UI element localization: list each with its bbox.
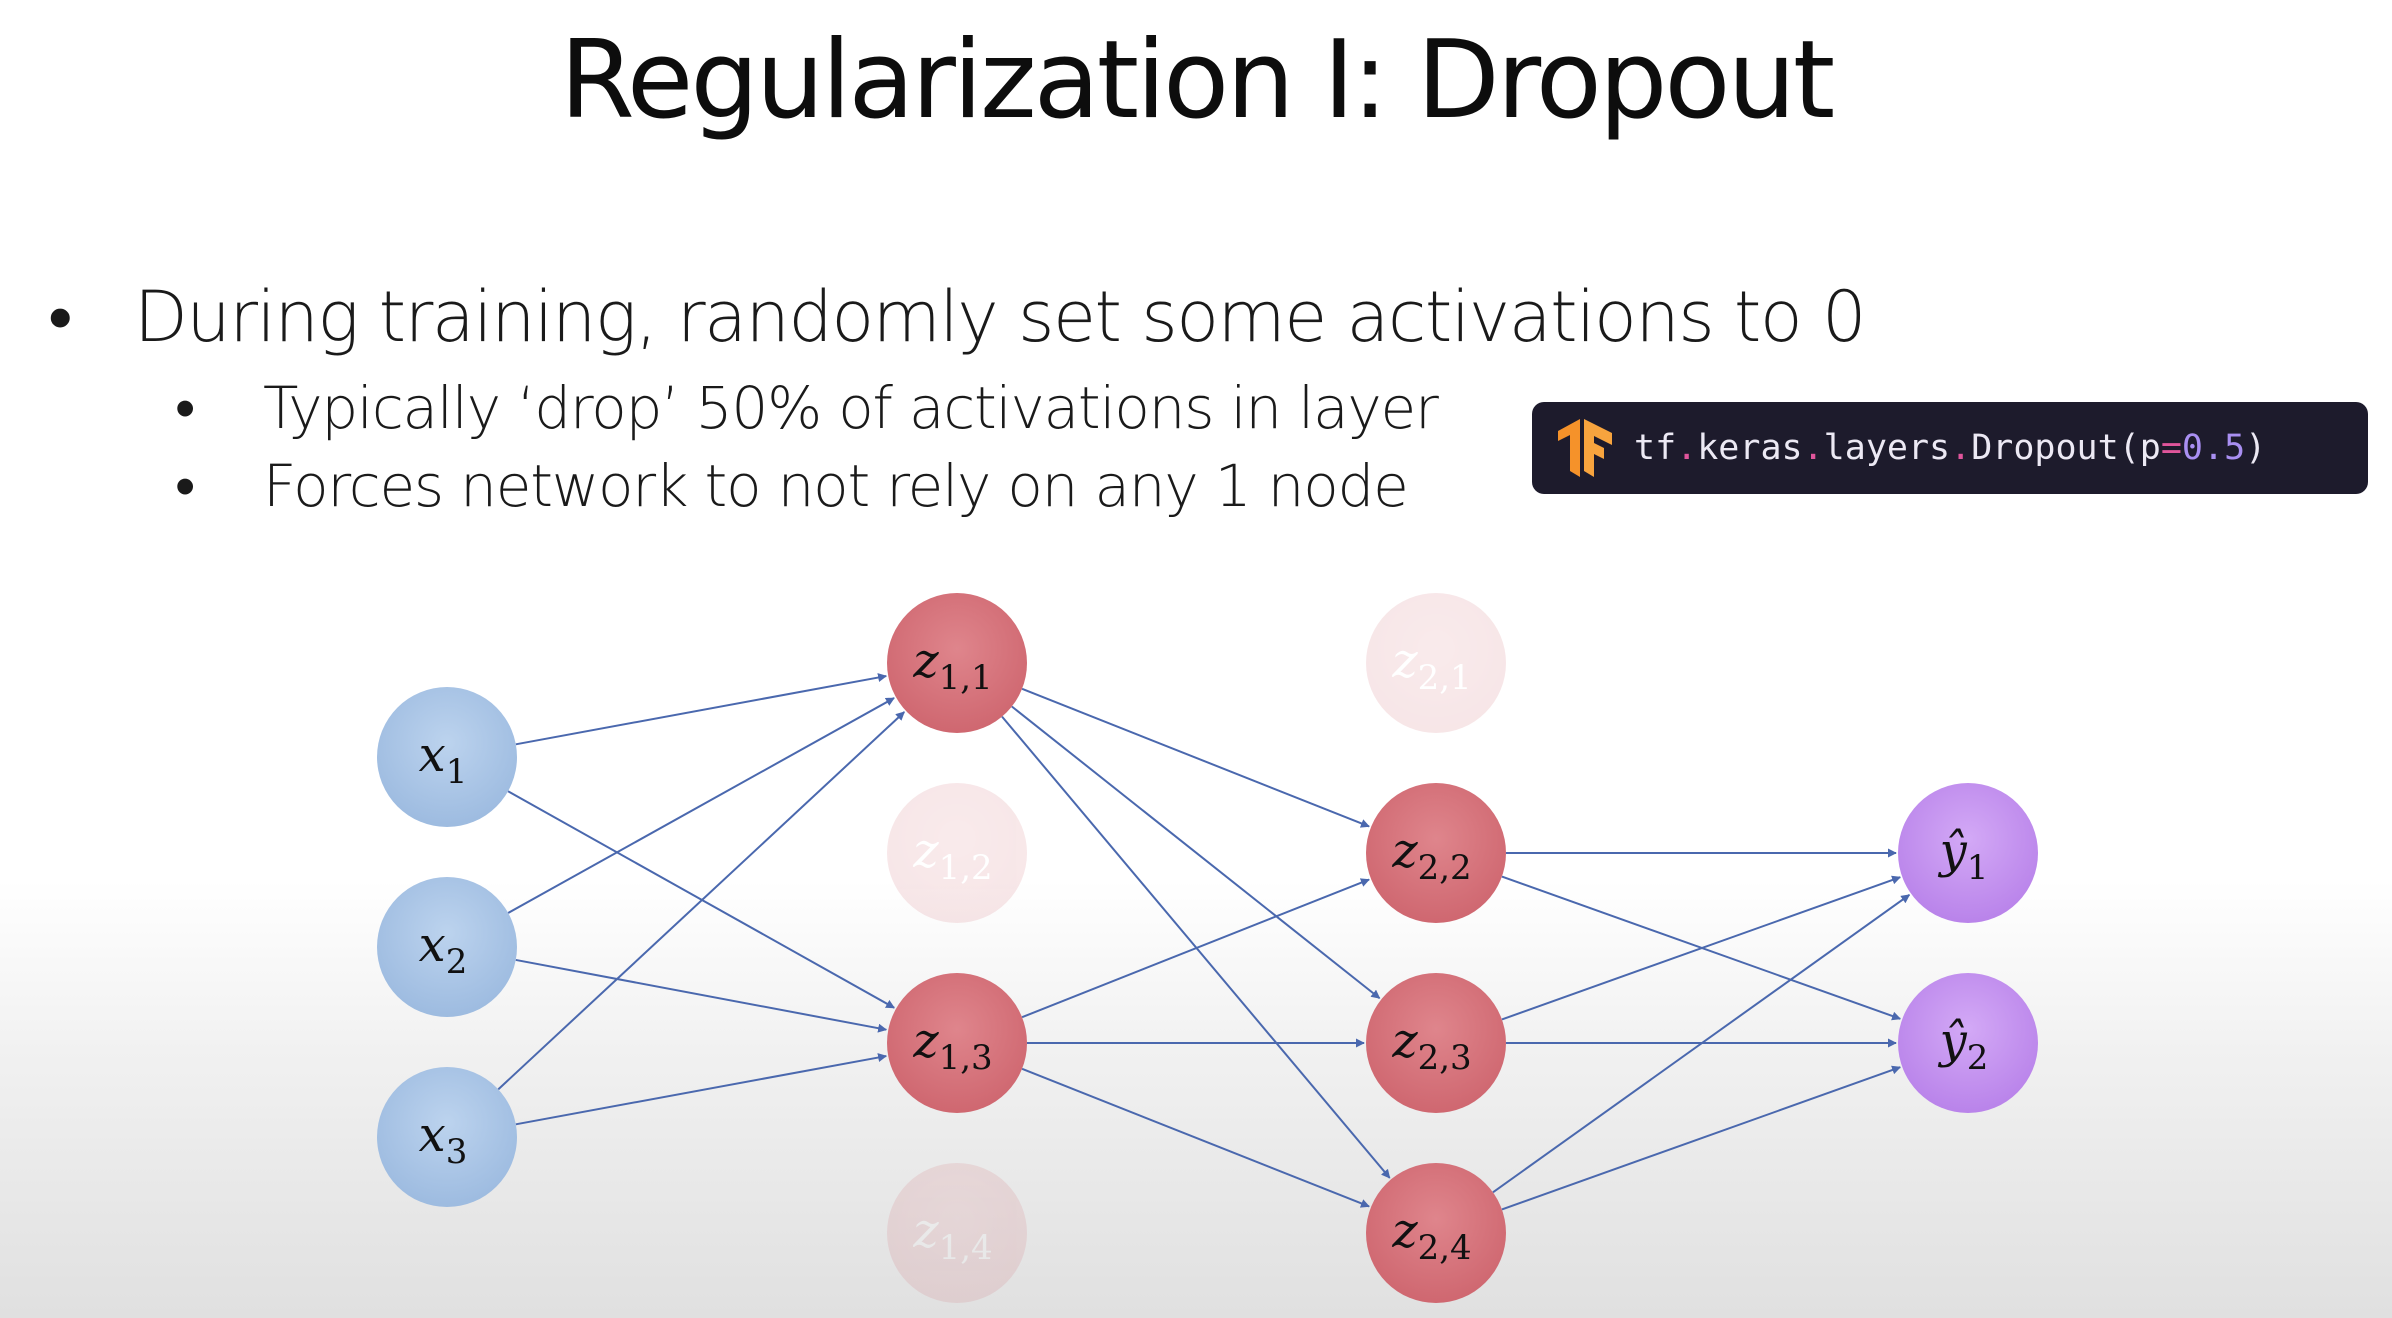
node-circle (887, 973, 1027, 1113)
edge-hidden1-3-to-hidden2-2 (1021, 878, 1370, 1019)
node-label: z1,3 (912, 1013, 992, 1078)
node-circle (1366, 783, 1506, 923)
edge-input-3-to-hidden1-1 (497, 711, 905, 1091)
node-hidden2-1: z2,1 (1366, 593, 1506, 733)
node-hidden1-4: z1,4 (887, 1163, 1027, 1303)
node-hidden2-3: z2,3 (1366, 973, 1506, 1113)
node-label: z1,4 (912, 1203, 992, 1268)
edge-input-2-to-hidden1-1 (507, 697, 895, 914)
node-circle (1366, 593, 1506, 733)
edge-hidden2-4-to-output-2 (1501, 1065, 1902, 1211)
node-label: z1,2 (912, 823, 992, 888)
bullet-main: • During training, randomly set some acti… (48, 276, 1867, 358)
bullet-sub-2: • Forces network to not rely on any 1 nod… (175, 452, 1409, 520)
node-label: z2,2 (1391, 823, 1471, 888)
node-circle (377, 687, 517, 827)
slide-title: Regularization I: Dropout (559, 18, 1836, 143)
edge-input-1-to-hidden1-1 (515, 673, 888, 746)
edge-hidden2-4-to-output-1 (1492, 894, 1911, 1194)
node-output-2: ŷ2 (1898, 973, 2038, 1113)
edge-hidden1-1-to-hidden2-3 (1011, 705, 1381, 1000)
bullet-sub-1: • Typically ‘drop’ 50% of activations in … (175, 374, 1439, 442)
edge-hidden1-3-to-hidden2-4 (1021, 1067, 1370, 1208)
tensorflow-logo-icon (1558, 419, 1612, 477)
node-hidden1-2: z1,2 (887, 783, 1027, 923)
node-label: z2,1 (1391, 633, 1471, 698)
node-input-1: x1 (377, 687, 517, 827)
node-label: z2,4 (1391, 1203, 1471, 1268)
node-label: x1 (419, 727, 468, 792)
edge-hidden2-3-to-output-1 (1501, 875, 1902, 1021)
edge-input-3-to-hidden1-3 (515, 1053, 888, 1126)
bullet-sub-2-text: Forces network to not rely on any 1 node (263, 452, 1409, 520)
code-snippet: tf.keras.layers.Dropout(p=0.5) (1532, 402, 2368, 494)
edge-hidden1-1-to-hidden2-2 (1021, 687, 1370, 828)
node-label: ŷ2 (1938, 1013, 1989, 1078)
node-label: ŷ1 (1938, 823, 1989, 888)
node-label: z1,1 (912, 633, 992, 698)
node-hidden2-2: z2,2 (1366, 783, 1506, 923)
node-circle (1366, 973, 1506, 1113)
bullet-dot: • (48, 276, 73, 358)
bullet-main-text: During training, randomly set some activ… (134, 276, 1867, 358)
nodes: x1 x2 x3 z1,1 z1,2 z1,3 z1,4 z2,1 z2,2 z2,3 z2,4 ŷ1… (377, 593, 2038, 1303)
node-label: x3 (419, 1107, 468, 1172)
node-input-3: x3 (377, 1067, 517, 1207)
node-hidden1-1: z1,1 (887, 593, 1027, 733)
node-circle (887, 783, 1027, 923)
code-text: tf.keras.layers.Dropout(p=0.5) (1634, 428, 2267, 468)
node-circle (887, 1163, 1027, 1303)
node-output-1: ŷ1 (1898, 783, 2038, 923)
node-label: x2 (419, 917, 468, 982)
bullet-dot: • (175, 452, 195, 520)
node-circle (377, 1067, 517, 1207)
edges (497, 673, 1911, 1211)
edge-input-2-to-hidden1-3 (515, 958, 888, 1033)
node-circle (1898, 783, 2038, 923)
node-hidden2-4: z2,4 (1366, 1163, 1506, 1303)
node-circle (377, 877, 517, 1017)
node-label: z2,3 (1391, 1013, 1471, 1078)
node-input-2: x2 (377, 877, 517, 1017)
node-circle (1366, 1163, 1506, 1303)
node-circle (1898, 973, 2038, 1113)
node-circle (887, 593, 1027, 733)
bullet-sub-1-text: Typically ‘drop’ 50% of activations in l… (263, 374, 1439, 442)
node-hidden1-3: z1,3 (887, 973, 1027, 1113)
bullet-dot: • (175, 374, 195, 442)
